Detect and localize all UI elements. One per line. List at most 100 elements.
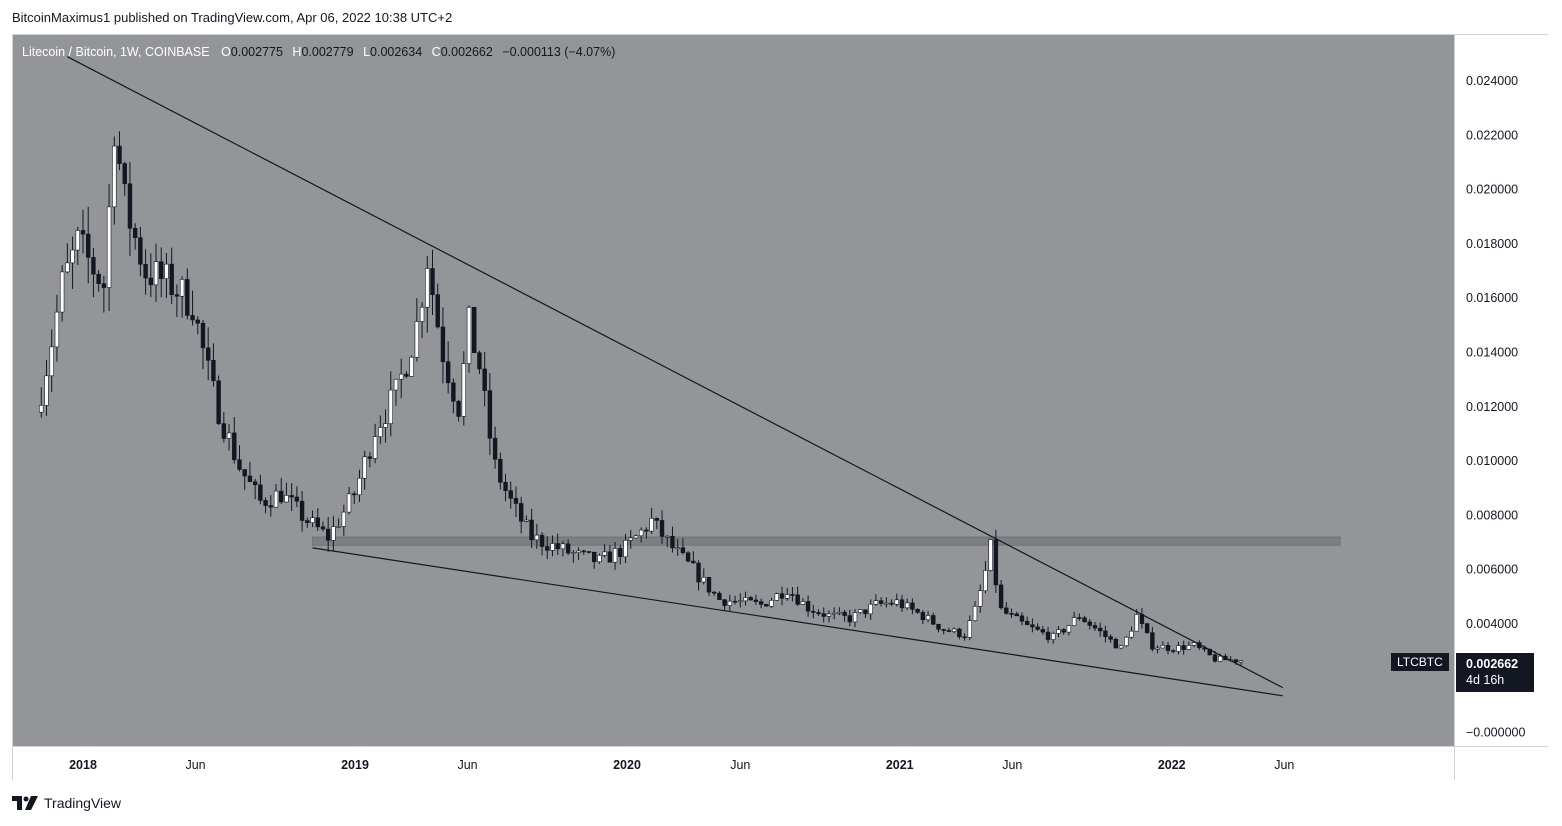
- currency-badge[interactable]: BTC: [1484, 42, 1520, 58]
- candle-down: [539, 534, 545, 547]
- price-tick-label: 0.006000: [1466, 563, 1518, 577]
- candle-up: [1160, 645, 1166, 649]
- candle-down: [790, 594, 795, 596]
- candle-down: [910, 602, 915, 610]
- price-tick-label: 0.022000: [1466, 128, 1518, 142]
- candle-down: [195, 319, 200, 324]
- candle-up: [331, 526, 336, 541]
- candle-down: [581, 550, 586, 553]
- open-label: O: [221, 45, 231, 59]
- candle-down: [268, 505, 273, 508]
- candle-down: [482, 368, 487, 391]
- candle-up: [904, 602, 910, 609]
- candle-down: [654, 517, 660, 521]
- time-tick-label: Jun: [185, 758, 205, 772]
- tradingview-brand: TradingView: [44, 795, 122, 811]
- candle-down: [998, 584, 1004, 609]
- candle-down: [847, 615, 853, 623]
- time-tick-label: Jun: [730, 758, 750, 772]
- candle-down: [691, 560, 696, 564]
- candle-up: [560, 543, 566, 550]
- candle-up: [1066, 625, 1072, 633]
- low-value: 0.002634: [370, 45, 423, 59]
- last-price: 0.002662: [1466, 657, 1519, 671]
- candle-up: [362, 456, 367, 479]
- candle-down: [445, 361, 451, 384]
- candle-down: [1092, 625, 1098, 629]
- candle-down: [1165, 645, 1171, 651]
- candle-up: [1056, 629, 1061, 634]
- candle-down: [957, 628, 962, 638]
- candle-down: [86, 233, 91, 258]
- candle-down: [1035, 626, 1040, 630]
- candle-up: [858, 609, 863, 613]
- candle-down: [205, 347, 211, 361]
- candle-up: [1129, 630, 1134, 638]
- candle-down: [592, 551, 597, 563]
- trendlines[interactable]: [67, 56, 1284, 697]
- symbol-title: Litecoin / Bitcoin, 1W, COINBASE: [22, 45, 210, 59]
- candle-down: [899, 599, 905, 609]
- candle-down: [920, 612, 926, 621]
- candle-down: [1014, 613, 1019, 617]
- candle-down: [247, 475, 253, 482]
- candle-up: [409, 356, 414, 377]
- candle-up: [372, 436, 378, 459]
- candle-down: [1181, 645, 1186, 650]
- candle-down: [492, 437, 498, 460]
- candle-down: [545, 546, 550, 551]
- candle-down: [367, 456, 373, 459]
- candle-down: [325, 528, 331, 541]
- symbol-legend: Litecoin / Bitcoin, 1W, COINBASE O0.0027…: [22, 45, 621, 59]
- time-tick-label: 2022: [1158, 758, 1186, 772]
- price-axis-labels: 0.024000 0.022000 0.020000 0.018000 0.016000…: [1466, 74, 1525, 739]
- candle-down: [946, 630, 952, 632]
- candle-down: [685, 552, 691, 562]
- candles: [39, 131, 1244, 666]
- candle-down: [1045, 631, 1051, 640]
- candle-down: [174, 294, 180, 297]
- open-value: 0.002775: [230, 45, 283, 59]
- candle-down: [753, 599, 759, 602]
- candle-up: [39, 405, 44, 413]
- candle-down: [842, 611, 847, 616]
- candle-up: [743, 597, 748, 602]
- candle-down: [816, 612, 821, 615]
- horizontal-resistance-zone: [312, 536, 1341, 546]
- candle-down: [221, 423, 227, 439]
- candle-down: [962, 636, 967, 639]
- candle-down: [258, 484, 263, 501]
- candle-down: [352, 493, 357, 496]
- candle-up: [649, 517, 654, 532]
- candle-down: [529, 519, 534, 541]
- candle-down: [722, 599, 727, 606]
- candle-up: [414, 321, 420, 358]
- plot-background: [13, 35, 1454, 746]
- candle-down: [1144, 623, 1150, 633]
- candle-down: [487, 390, 493, 439]
- zone-layer: [312, 536, 1341, 546]
- close-value: 0.002662: [440, 45, 493, 59]
- candle-down: [200, 322, 206, 349]
- time-axis-panel[interactable]: [13, 746, 1454, 780]
- candle-down: [1103, 630, 1108, 637]
- candle-up: [1217, 655, 1223, 662]
- candle-down: [242, 469, 247, 477]
- candle-down: [795, 594, 800, 605]
- candle-down: [169, 263, 174, 295]
- candle-down: [289, 495, 294, 498]
- tradingview-logo[interactable]: TradingView: [12, 795, 121, 811]
- candle-up: [44, 375, 49, 406]
- candle-down: [779, 593, 785, 599]
- candle-up: [951, 628, 957, 632]
- candle-down: [190, 315, 195, 321]
- candle-up: [894, 599, 899, 605]
- candle-up: [284, 495, 289, 503]
- candle-down: [435, 294, 440, 328]
- candle-up: [665, 535, 670, 538]
- price-tick-label: 0.004000: [1466, 617, 1518, 631]
- candle-down: [211, 360, 216, 382]
- candle-down: [936, 623, 941, 630]
- candle-down: [101, 283, 107, 288]
